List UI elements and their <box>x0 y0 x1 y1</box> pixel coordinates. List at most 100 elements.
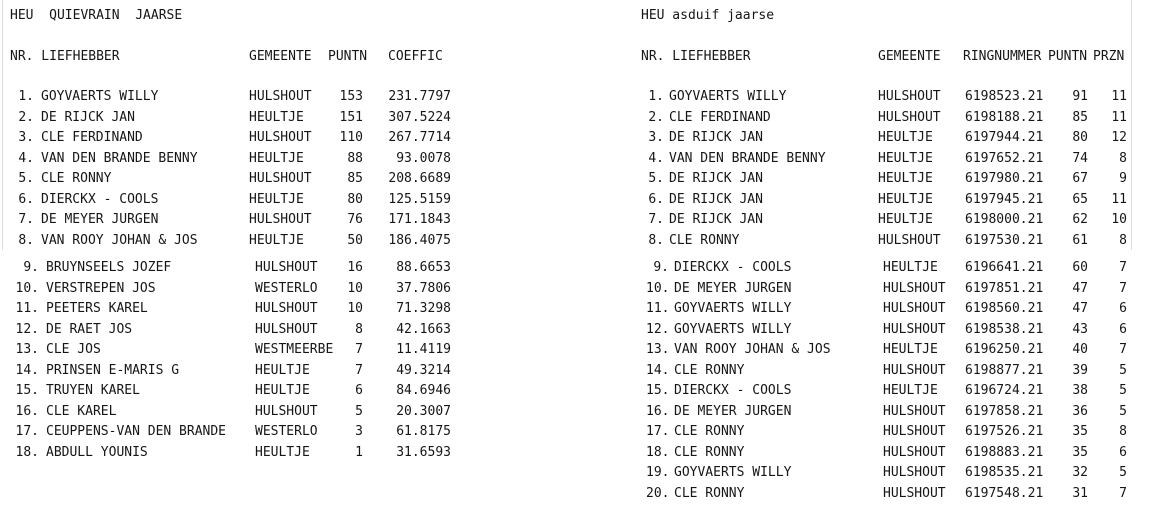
puntn-cell: 153 <box>339 89 363 104</box>
liefhebber-cell: CLE JOS <box>46 342 101 357</box>
puntn-cell: 50 <box>347 232 363 248</box>
liefhebber-cell: GOYVAERTS WILLY <box>669 89 787 104</box>
ringnummer-cell: 6197858.21 <box>965 403 1044 419</box>
liefhebber-cell: DE MEYER JURGEN <box>674 280 792 296</box>
table-row: 16. DE MEYER JURGEN HULSHOUT 6197858.21 36 5 <box>641 402 1146 423</box>
przn-cell: 11 <box>1111 89 1127 104</box>
nr-cell: 3. <box>648 130 664 145</box>
ringnummer-cell: 6198000.21 <box>965 212 1044 227</box>
table-row: 9. BRUYNSEELS JOZEF HULSHOUT 16 88.6653 <box>10 258 490 279</box>
puntn-cell: 65 <box>1072 191 1088 207</box>
coeffic-cell: 307.5224 <box>388 109 451 125</box>
column-header-nr-liefhebber: NR. LIEFHEBBER <box>641 49 751 64</box>
puntn-cell: 35 <box>1072 444 1088 460</box>
ringnummer-cell: 6196724.21 <box>965 383 1044 398</box>
przn-cell: 10 <box>1111 212 1127 227</box>
gemeente-cell: HULSHOUT <box>249 171 312 186</box>
puntn-cell: 61 <box>1072 232 1088 248</box>
liefhebber-cell: CLE RONNY <box>674 485 745 501</box>
nr-cell: 14. <box>646 362 670 378</box>
liefhebber-cell: CLE KAREL <box>46 403 117 419</box>
liefhebber-cell: GOYVAERTS WILLY <box>674 321 792 337</box>
liefhebber-cell: DE MEYER JURGEN <box>41 212 159 227</box>
liefhebber-cell: CLE RONNY <box>669 232 740 248</box>
table-row: 9. DIERCKX - COOLS HEULTJE 6196641.21 60 7 <box>641 258 1146 279</box>
coeffic-cell: 186.4075 <box>388 232 451 248</box>
przn-cell: 5 <box>1119 465 1127 480</box>
left-table-header: NR. LIEFHEBBER GEMEENTE PUNTN COEFFIC <box>10 47 490 68</box>
coeffic-cell: 11.4119 <box>396 342 451 357</box>
gemeente-cell: HULSHOUT <box>249 130 312 145</box>
puntn-cell: 62 <box>1072 212 1088 227</box>
puntn-cell: 36 <box>1072 403 1088 419</box>
przn-cell: 5 <box>1119 403 1127 419</box>
puntn-cell: 88 <box>347 150 363 166</box>
gemeente-cell: HEULTJE <box>255 383 310 398</box>
ringnummer-cell: 6197530.21 <box>965 232 1044 248</box>
przn-cell: 6 <box>1119 321 1127 337</box>
puntn-cell: 10 <box>347 280 363 296</box>
przn-cell: 5 <box>1119 383 1127 398</box>
liefhebber-cell: VAN ROOY JOHAN & JOS <box>674 342 831 357</box>
nr-cell: 16. <box>15 403 39 419</box>
gemeente-cell: WESTERLO <box>255 280 318 296</box>
ringnummer-cell: 6198523.21 <box>965 89 1044 104</box>
puntn-cell: 47 <box>1072 280 1088 296</box>
gemeente-cell: HULSHOUT <box>255 321 318 337</box>
ringnummer-cell: 6197980.21 <box>965 171 1044 186</box>
table-row: 10. DE MEYER JURGEN HULSHOUT 6197851.21 47 7 <box>641 279 1146 300</box>
coeffic-cell: 42.1663 <box>396 321 451 337</box>
gemeente-cell: HULSHOUT <box>255 403 318 419</box>
ringnummer-cell: 6197944.21 <box>965 130 1044 145</box>
ringnummer-cell: 6197945.21 <box>965 191 1044 207</box>
nr-cell: 6. <box>648 191 664 207</box>
nr-cell: 3. <box>18 130 34 145</box>
liefhebber-cell: DE RIJCK JAN <box>669 130 763 145</box>
gemeente-cell: HEULTJE <box>883 383 938 398</box>
liefhebber-cell: CLE RONNY <box>674 362 745 378</box>
puntn-cell: 31 <box>1072 485 1088 501</box>
ringnummer-cell: 6198535.21 <box>965 465 1044 480</box>
coeffic-cell: 37.7806 <box>396 280 451 296</box>
przn-cell: 12 <box>1111 130 1127 145</box>
liefhebber-cell: GOYVAERTS WILLY <box>41 89 159 104</box>
table-row: 20. CLE RONNY HULSHOUT 6197548.21 31 7 <box>641 484 1146 505</box>
liefhebber-cell: CLE FERDINAND <box>41 130 143 145</box>
gemeente-cell: HULSHOUT <box>878 89 941 104</box>
gemeente-cell: HEULTJE <box>249 109 304 125</box>
nr-cell: 18. <box>646 444 670 460</box>
table-row: 7. DE RIJCK JAN HEULTJE 6198000.21 62 10 <box>641 210 1146 231</box>
nr-cell: 10. <box>646 280 670 296</box>
table-row: 8. CLE RONNY HULSHOUT 6197530.21 61 8 <box>641 231 1146 252</box>
puntn-cell: 5 <box>355 403 363 419</box>
gemeente-cell: HEULTJE <box>883 260 938 275</box>
table-row: 2. DE RIJCK JAN HEULTJE 151 307.5224 <box>10 108 490 129</box>
table-row: 1. GOYVAERTS WILLY HULSHOUT 6198523.21 91 11 <box>641 87 1146 108</box>
nr-cell: 9. <box>653 260 669 275</box>
nr-cell: 4. <box>648 150 664 166</box>
puntn-cell: 8 <box>355 321 363 337</box>
right-table-header: NR. LIEFHEBBER GEMEENTE RINGNUMMER PUNTN… <box>641 47 1146 68</box>
puntn-cell: 74 <box>1072 150 1088 166</box>
gemeente-cell: HULSHOUT <box>883 465 946 480</box>
gemeente-cell: HEULTJE <box>878 150 933 166</box>
liefhebber-cell: GOYVAERTS WILLY <box>674 465 792 480</box>
nr-cell: 7. <box>648 212 664 227</box>
liefhebber-cell: VAN DEN BRANDE BENNY <box>41 150 198 166</box>
gemeente-cell: HEULTJE <box>255 362 310 378</box>
table-row: 12. GOYVAERTS WILLY HULSHOUT 6198538.21 43 6 <box>641 320 1146 341</box>
nr-cell: 15. <box>15 383 39 398</box>
table-row: 13. CLE JOS WESTMEERBE 7 11.4119 <box>10 340 490 361</box>
table-row: 4. VAN DEN BRANDE BENNY HEULTJE 6197652.21 7… <box>641 149 1146 170</box>
coeffic-cell: 61.8175 <box>396 424 451 439</box>
table-row: 2. CLE FERDINAND HULSHOUT 6198188.21 85 11 <box>641 108 1146 129</box>
coeffic-cell: 93.0078 <box>396 150 451 166</box>
table-row: 19. GOYVAERTS WILLY HULSHOUT 6198535.21 32 5 <box>641 463 1146 484</box>
gemeente-cell: HEULTJE <box>878 191 933 207</box>
przn-cell: 8 <box>1119 150 1127 166</box>
coeffic-cell: 71.3298 <box>396 301 451 316</box>
przn-cell: 8 <box>1119 424 1127 439</box>
liefhebber-cell: DE MEYER JURGEN <box>674 403 792 419</box>
left-table-title: HEU QUIEVRAIN JAARSE <box>10 8 183 23</box>
